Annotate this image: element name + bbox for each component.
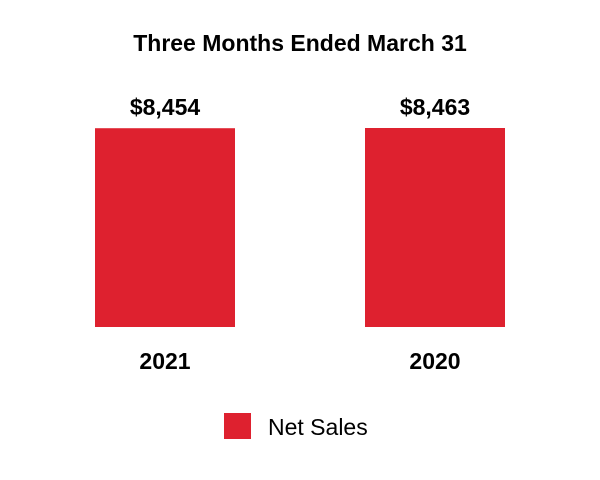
value-labels-group: $8,454 $8,463	[130, 94, 470, 120]
bar-2020	[365, 128, 505, 327]
legend-label-net-sales: Net Sales	[268, 414, 368, 440]
legend-swatch-net-sales	[224, 413, 251, 439]
value-label-2020: $8,463	[400, 94, 470, 120]
chart-title: Three Months Ended March 31	[133, 30, 467, 56]
category-label-2020: 2020	[409, 348, 460, 374]
category-labels-group: 2021 2020	[139, 348, 460, 374]
value-label-2021: $8,454	[130, 94, 201, 120]
category-label-2021: 2021	[139, 348, 190, 374]
bars-group	[95, 128, 505, 327]
bar-2021	[95, 128, 235, 327]
legend: Net Sales	[224, 413, 368, 440]
